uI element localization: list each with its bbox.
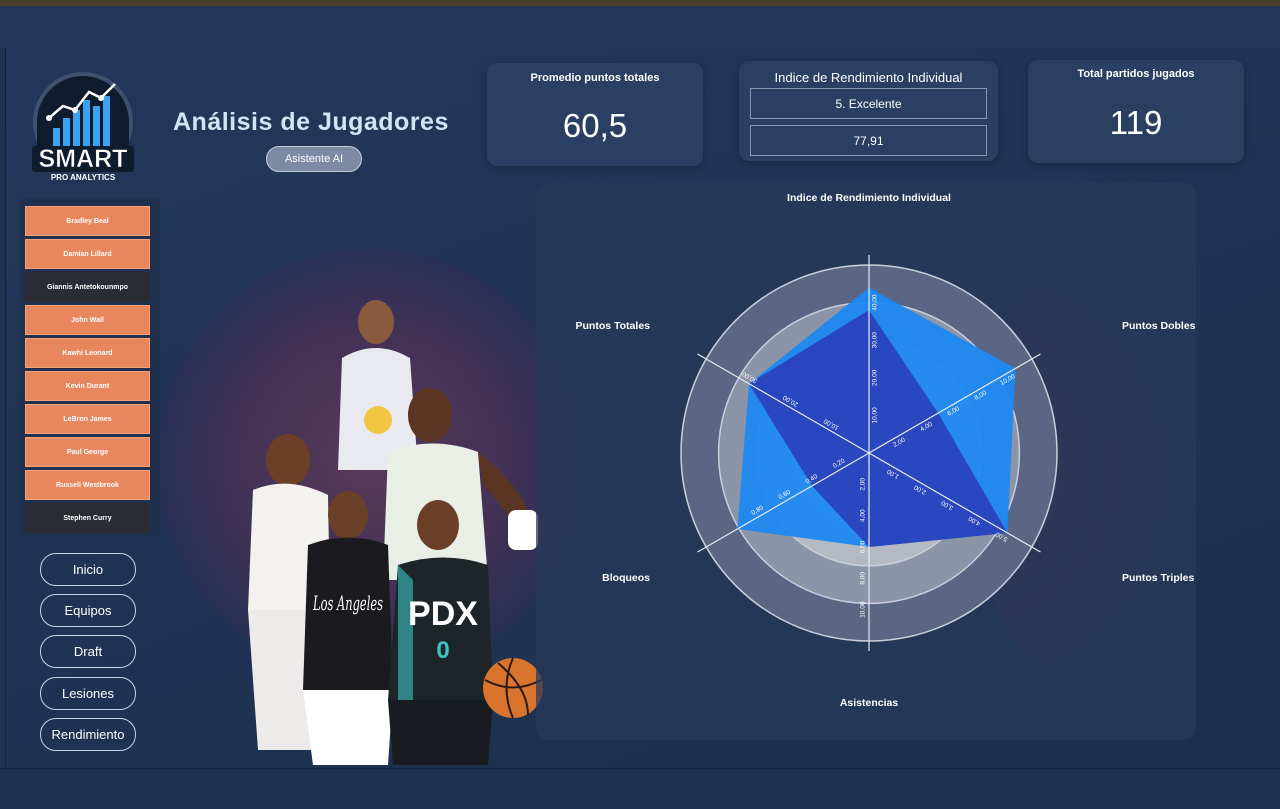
kpi-games-value: 119 [1109,104,1163,141]
radar-axis-label: Puntos Totales [576,320,651,332]
player-item[interactable]: Russell Westbrook [25,470,150,500]
radar-tick-label: 10,00 [860,601,867,618]
radar-axis-label: Asistencias [840,697,899,709]
radar-axis-label: Puntos Dobles [1122,320,1196,332]
smart-logo: SMART PRO ANALYTICS [32,72,134,182]
radar-tick-label: 2,00 [860,478,867,491]
players-illustration: Los Angeles PDX 0 [248,300,543,765]
radar-spoke [697,353,870,454]
radar-axis-label: Indice de Rendimiento Individual [787,192,951,204]
jersey-number-text: 0 [436,637,449,664]
kpi-card-iri: Indice de Rendimiento Individual 5. Exce… [739,61,998,161]
radar-tick-label: 30,00 [872,332,879,349]
radar-tick-label: 20,00 [872,369,879,386]
nav-inicio-button[interactable]: Inicio [40,553,136,586]
radar-chart: 10,00 20,00 30,00 40,00 2,00 4,00 6,00 8,00 10,0… [576,192,1196,709]
player-item[interactable]: Kevin Durant [25,371,150,401]
player-item[interactable]: Bradley Beal [25,206,150,236]
nav-rendimiento-button[interactable]: Rendimiento [40,718,136,751]
kpi-iri-title: Indice de Rendimiento Individual [774,70,963,85]
kpi-iri-value: 77,91 [750,125,987,156]
window-top-bar [0,0,1280,6]
page-title: Análisis de Jugadores [173,108,449,136]
kpi-iri-rating: 5. Excelente [750,88,987,119]
radar-series-1 [748,310,1008,547]
kpi-avg-points-title: Promedio puntos totales [530,72,660,84]
jersey-la-text: Los Angeles [312,591,383,615]
radar-tick-label: 4,00 [860,509,867,522]
nav-equipos-button[interactable]: Equipos [40,594,136,627]
radar-tick-label: 8,00 [860,572,867,585]
nav-lesiones-button[interactable]: Lesiones [40,677,136,710]
kpi-card-games: Total partidos jugados 119 [1028,60,1244,163]
bottom-bar [0,768,1280,809]
kpi-card-avg-points: Promedio puntos totales 60,5 [487,63,703,166]
kpi-games-title: Total partidos jugados [1077,68,1195,80]
radar-spoke [868,452,1041,553]
radar-spoke [868,353,1041,454]
header-band [0,6,1280,48]
radar-chart-panel: 10,00 20,00 30,00 40,00 2,00 4,00 6,00 8,00 10,0… [536,183,1196,740]
radar-axis-label: Puntos Triples [1122,572,1195,584]
player-item[interactable]: Giannis Antetokounmpo [25,272,150,302]
radar-tick-label: 6,00 [860,540,867,553]
radar-tick-label: 10,00 [872,407,879,424]
nav-draft-button[interactable]: Draft [40,635,136,668]
logo-wordmark: SMART [39,145,128,173]
radar-spoke [697,452,870,553]
ai-assistant-button[interactable]: Asistente AI [266,146,362,172]
player-slicer: Bradley Beal Damian Lillard Giannis Ante… [20,198,160,536]
player-item[interactable]: LeBron James [25,404,150,434]
player-item[interactable]: Damian Lillard [25,239,150,269]
logo-tagline: PRO ANALYTICS [51,173,116,182]
player-item[interactable]: Kawhi Leonard [25,338,150,368]
player-item[interactable]: Paul George [25,437,150,467]
player-item[interactable]: Stephen Curry [25,503,150,533]
kpi-avg-points-value: 60,5 [562,107,628,144]
player-item[interactable]: John Wall [25,305,150,335]
radar-tick-label: 40,00 [872,294,879,311]
radar-axis-label: Bloqueos [602,572,650,584]
jersey-pdx-text: PDX [408,595,478,633]
